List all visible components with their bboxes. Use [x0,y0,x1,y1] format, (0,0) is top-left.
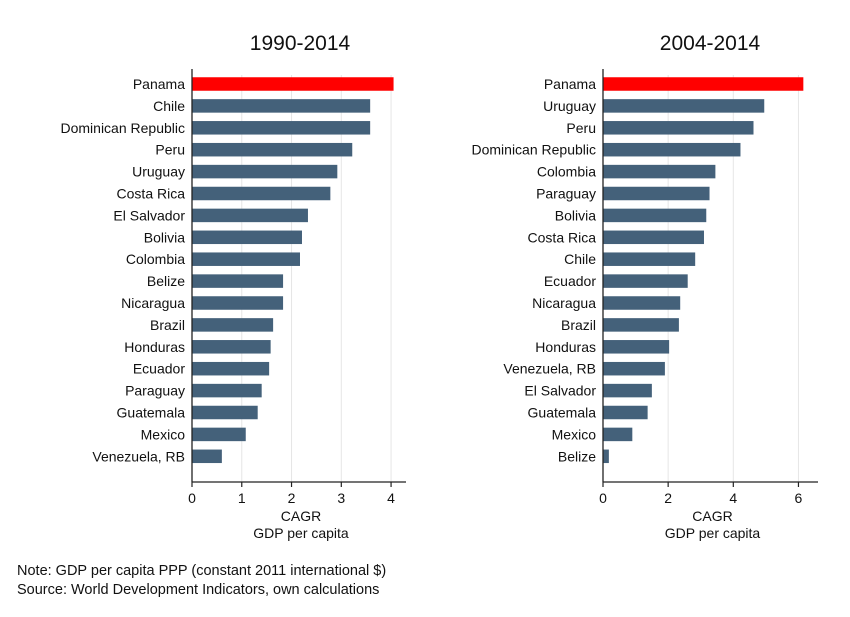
category-label: Bolivia [144,229,185,245]
category-label: Chile [564,251,596,267]
bar-bolivia [192,230,302,245]
chart-title-2: 2004-2014 [660,32,761,55]
category-label: Panama [544,76,596,92]
category-label: Guatemala [117,405,186,421]
category-label: Guatemala [528,405,597,421]
category-label: Costa Rica [528,229,597,245]
bar-nicaragua [603,296,681,310]
bar-el-salvador [192,208,308,223]
category-label: El Salvador [113,207,185,223]
x-axis-label: CAGR [281,508,321,524]
x-tick-label: 4 [729,490,737,506]
x-axis-label: CAGR [692,508,732,524]
source-text: Source: World Development Indicators, ow… [17,582,380,598]
bar-peru [192,142,353,157]
category-label: Honduras [124,339,185,355]
bar-paraguay [603,186,710,201]
bar-venezuela-rb [603,361,665,376]
bar-dominican-republic [603,142,741,157]
category-label: Uruguay [543,98,596,114]
category-label: Belize [558,448,596,464]
bar-guatemala [192,405,258,420]
category-label: Ecuador [133,361,185,377]
bar-costa-rica [603,230,704,245]
category-label: Panama [133,76,185,92]
bar-chile [192,99,371,113]
x-tick-label: 2 [288,490,296,506]
bar-costa-rica [192,186,331,201]
bar-brazil [603,318,679,332]
bar-nicaragua [192,296,284,310]
category-label: Paraguay [536,186,596,202]
bar-paraguay [192,383,262,398]
x-axis-sublabel: GDP per capita [665,525,761,541]
bar-belize [603,449,609,464]
category-label: Bolivia [555,207,596,223]
bar-colombia [603,164,716,179]
bar-venezuela-rb [192,449,222,464]
x-tick-label: 3 [337,490,345,506]
category-label: Colombia [537,164,596,180]
bar-panama [192,77,394,91]
x-tick-label: 0 [188,490,196,506]
category-label: Colombia [126,251,185,267]
category-label: Chile [153,98,185,114]
bar-el-salvador [603,383,652,398]
bar-guatemala [603,405,648,420]
category-label: Mexico [552,426,597,442]
bar-brazil [192,318,274,332]
bar-ecuador [192,361,270,376]
bar-mexico [603,427,633,442]
category-label: Brazil [561,317,596,333]
category-label: Nicaragua [532,295,596,311]
bar-panama [603,77,804,91]
category-label: Honduras [535,339,596,355]
category-label: Paraguay [125,383,185,399]
category-label: Dominican Republic [60,120,185,136]
bar-dominican-republic [192,121,371,135]
x-tick-label: 0 [599,490,607,506]
category-label: Ecuador [544,273,596,289]
bar-uruguay [603,99,765,113]
bar-peru [603,121,754,135]
category-label: Belize [147,273,185,289]
bar-bolivia [603,208,707,223]
bar-honduras [192,340,271,354]
x-tick-label: 6 [795,490,803,506]
x-tick-label: 1 [238,490,246,506]
bar-ecuador [603,274,688,288]
category-label: Peru [155,142,185,158]
category-label: Peru [566,120,596,136]
bar-colombia [192,252,300,266]
category-label: Costa Rica [117,186,186,202]
category-label: Nicaragua [121,295,185,311]
x-tick-label: 4 [387,490,395,506]
bar-honduras [603,340,670,354]
note-text: Note: GDP per capita PPP (constant 2011 … [17,563,387,579]
chart-title-1: 1990-2014 [250,32,351,55]
category-label: Venezuela, RB [503,361,596,377]
x-tick-label: 2 [664,490,672,506]
category-label: Dominican Republic [471,142,596,158]
category-label: El Salvador [524,383,596,399]
x-axis-sublabel: GDP per capita [253,525,349,541]
category-label: Uruguay [132,164,185,180]
bar-mexico [192,427,246,442]
category-label: Mexico [141,426,186,442]
category-label: Venezuela, RB [92,448,185,464]
bar-uruguay [192,164,338,179]
bar-chile [603,252,696,266]
bar-belize [192,274,284,288]
category-label: Brazil [150,317,185,333]
